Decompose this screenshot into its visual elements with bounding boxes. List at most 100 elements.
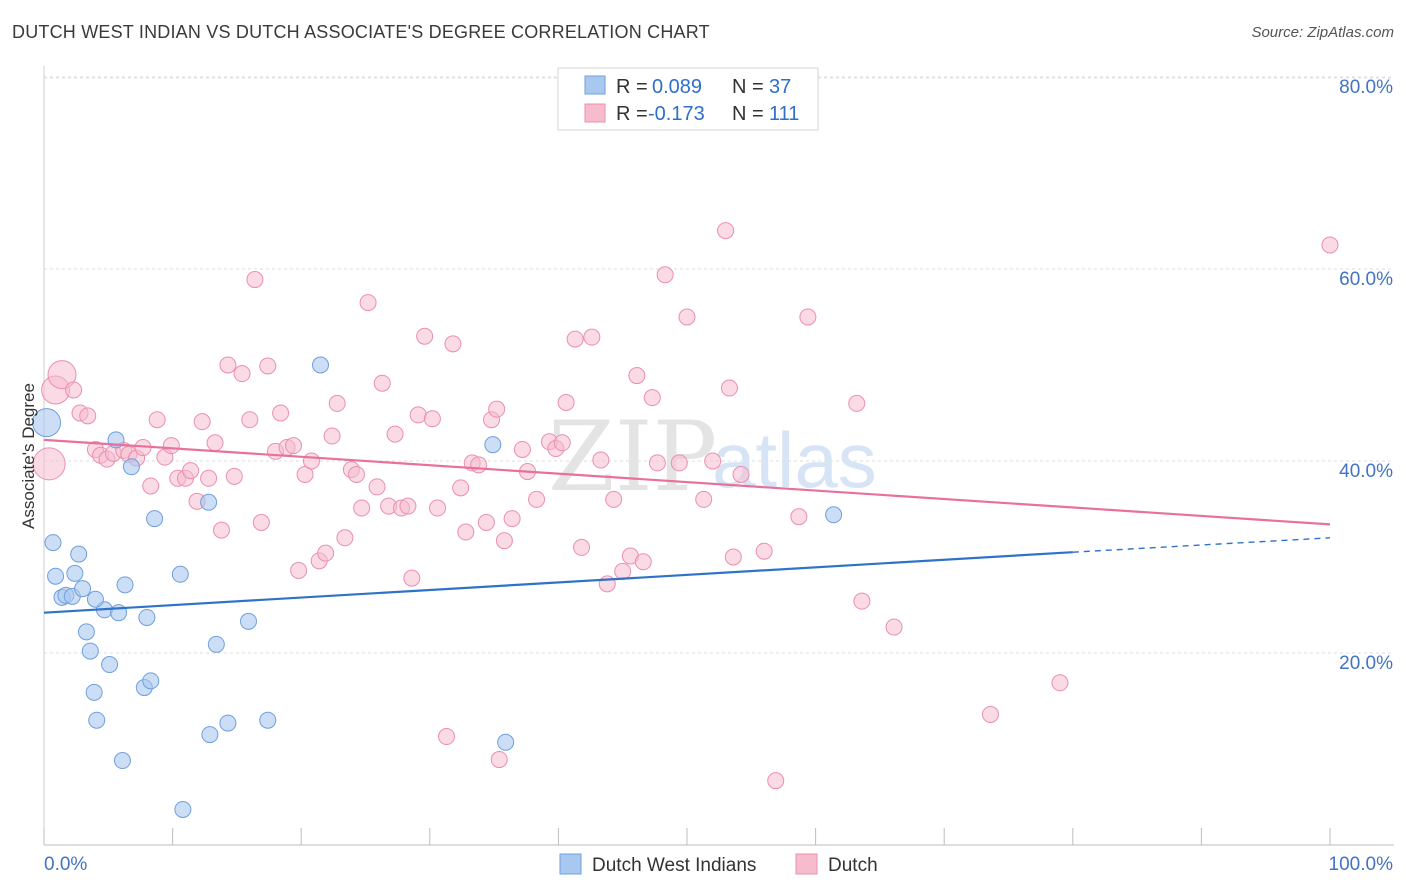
dutch-point	[566, 330, 584, 348]
dutch-point	[241, 411, 259, 429]
dutch-west-indians-point	[259, 711, 277, 729]
dutch-west-indians-point	[113, 752, 131, 770]
dutch-point	[252, 513, 270, 531]
dutch-point	[634, 553, 652, 571]
dutch-point	[1321, 236, 1339, 254]
dutch-point	[670, 454, 688, 472]
bottom-legend-label-pink: Dutch	[828, 855, 878, 876]
y-tick-label: 20.0%	[1339, 653, 1393, 674]
trend-lines	[43, 438, 1331, 614]
top-legend: R = 0.089 N = 37 R = -0.173 N = 111	[557, 67, 819, 131]
dutch-west-indians-point	[146, 510, 164, 528]
legend-n-value-blue: 37	[769, 76, 791, 98]
dutch-point	[695, 490, 713, 508]
dutch-west-indians-point	[70, 545, 88, 563]
dutch-west-indians-point	[311, 356, 329, 374]
dutch-point	[386, 425, 404, 443]
dutch-west-indians-trend-line	[43, 551, 1073, 614]
dutch-point	[233, 365, 251, 383]
dutch-point	[444, 335, 462, 353]
dutch-point	[399, 497, 417, 515]
dutch-point	[1051, 674, 1069, 692]
dutch-west-indians-point	[74, 580, 92, 598]
dutch-point	[323, 427, 341, 445]
dutch-point	[225, 467, 243, 485]
dutch-point	[148, 411, 166, 429]
dutch-point	[429, 499, 447, 517]
dutch-west-indians-point	[138, 608, 156, 626]
bottom-legend-label-blue: Dutch West Indians	[592, 855, 756, 876]
dutch-point	[614, 562, 632, 580]
dutch-point	[438, 728, 456, 746]
dutch-west-indians-point	[207, 635, 225, 653]
dutch-point	[724, 548, 742, 566]
dutch-west-indians-point	[484, 436, 502, 454]
dutch-west-indians-point	[81, 642, 99, 660]
x-tick-label: 100.0%	[1329, 854, 1394, 875]
dutch-west-indians-point	[174, 800, 192, 818]
dutch-point	[503, 510, 521, 528]
dutch-west-indians-point	[32, 408, 62, 438]
dutch-point	[409, 406, 427, 424]
dutch-point	[336, 529, 354, 547]
dutch-west-indians-point	[77, 623, 95, 641]
dutch-west-indians-point	[201, 726, 219, 744]
dutch-point	[717, 222, 735, 240]
dutch-point	[477, 513, 495, 531]
dutch-point	[799, 308, 817, 326]
dutch-point	[290, 561, 308, 579]
legend-swatch-pink	[584, 103, 606, 123]
dutch-point	[47, 360, 77, 390]
dutch-west-indians-point	[219, 714, 237, 732]
dutch-west-indians-point	[122, 458, 140, 476]
dutch-point	[488, 400, 506, 418]
dutch-point	[528, 490, 546, 508]
dutch-west-indians-point	[44, 534, 62, 552]
y-tick-labels: 20.0% 40.0% 60.0% 80.0%	[1339, 77, 1393, 674]
dutch-point	[704, 452, 722, 470]
legend-swatch-blue	[584, 75, 606, 95]
dutch-point	[470, 456, 488, 474]
dutch-west-indians-trend-extension	[1072, 537, 1331, 553]
dutch-point	[403, 569, 421, 587]
dutch-west-indians-point	[47, 567, 65, 585]
dutch-point	[557, 393, 575, 411]
dutch-point	[423, 410, 441, 428]
dutch-point	[359, 294, 377, 312]
dutch-point	[853, 592, 871, 610]
watermark-zip: ZIP	[548, 401, 717, 513]
grid-lines	[44, 76, 1394, 654]
legend-r-label-blue: R =	[616, 76, 648, 98]
dutch-point	[648, 454, 666, 472]
dutch-west-indians-point	[85, 683, 103, 701]
source-credit: Source: ZipAtlas.com	[1251, 24, 1394, 41]
dutch-west-indians-points	[32, 356, 843, 818]
legend-r-label-pink: R =	[616, 103, 648, 125]
dutch-point	[720, 379, 738, 397]
watermark-atlas: atlas	[712, 416, 877, 504]
dutch-point	[65, 381, 83, 399]
dutch-point	[732, 465, 750, 483]
dutch-point	[317, 544, 335, 562]
bottom-legend-swatch-blue	[559, 853, 582, 875]
dutch-west-indians-point	[86, 590, 104, 608]
dutch-west-indians-point	[66, 564, 84, 582]
dutch-point	[193, 413, 211, 431]
dutch-point	[302, 452, 320, 470]
dutch-west-indians-point	[88, 711, 106, 729]
bottom-legend: Dutch West Indians Dutch	[559, 853, 878, 876]
dutch-point	[246, 271, 264, 289]
x-tick-labels: 0.0% 100.0%	[44, 854, 1393, 875]
dutch-point	[162, 437, 180, 455]
y-tick-label: 80.0%	[1339, 77, 1393, 98]
dutch-point	[368, 478, 386, 496]
dutch-point	[553, 434, 571, 452]
dutch-west-indians-point	[116, 576, 134, 594]
dutch-point	[656, 266, 674, 284]
dutch-point	[981, 705, 999, 723]
dutch-point	[755, 542, 773, 560]
dutch-point	[212, 521, 230, 539]
dutch-point	[885, 618, 903, 636]
dutch-west-indians-point	[101, 656, 119, 674]
dutch-point	[200, 469, 218, 487]
